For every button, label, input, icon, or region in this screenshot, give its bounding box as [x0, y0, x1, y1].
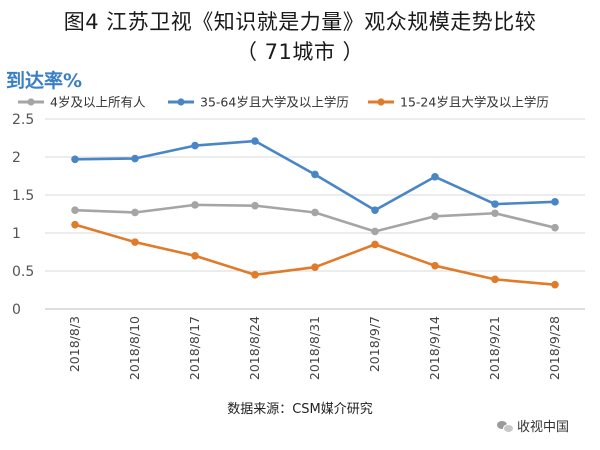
data-point [71, 155, 79, 164]
data-point [431, 172, 439, 181]
legend-marker-0 [27, 98, 35, 106]
data-point [311, 263, 319, 272]
data-point [191, 201, 199, 209]
x-tick-label: 2018/8/17 [187, 316, 202, 380]
data-point [191, 141, 199, 150]
data-point [131, 208, 139, 217]
legend-marker-1 [177, 98, 185, 106]
y-tick-label: 1 [12, 226, 21, 242]
x-tick-label: 2018/8/3 [67, 316, 82, 372]
chart-title-line1: 图4 江苏卫视《知识就是力量》观众规模走势比较 [63, 10, 537, 34]
y-tick-label: 0 [12, 302, 21, 318]
data-point [131, 238, 139, 246]
x-tick-label: 2018/8/10 [127, 316, 142, 380]
data-point [371, 240, 379, 249]
data-point [491, 275, 499, 284]
data-point [551, 223, 559, 232]
y-tick-label: 2 [12, 150, 21, 166]
data-point [311, 170, 319, 179]
data-source-note: 数据来源：CSM媒介研究 [227, 402, 373, 417]
legend-label-1: 35-64岁且大学及以上学历 [200, 95, 349, 110]
y-unit-label: 到达率% [6, 70, 83, 92]
wechat-icon [497, 420, 514, 433]
data-point [251, 271, 259, 279]
data-point [551, 198, 559, 206]
legend-label-0: 4岁及以上所有人 [50, 95, 146, 110]
data-point [371, 227, 379, 236]
data-point [431, 212, 439, 221]
data-point [551, 280, 559, 289]
y-tick-label: 0.5 [12, 264, 34, 280]
x-tick-label: 2018/8/31 [307, 316, 322, 380]
data-point [131, 154, 139, 163]
watermark: 收视中国 [497, 416, 569, 435]
x-tick-label: 2018/9/14 [427, 316, 442, 380]
y-tick-label: 1.5 [12, 188, 34, 204]
data-point [491, 209, 499, 218]
data-point [71, 206, 79, 214]
x-tick-label: 2018/9/7 [367, 316, 382, 372]
x-tick-label: 2018/8/24 [247, 316, 262, 380]
data-point [191, 252, 199, 260]
data-point [311, 208, 319, 217]
legend-marker-2 [377, 98, 385, 106]
chart-title-line2: （ 71城市 ） [235, 40, 365, 64]
data-point [251, 137, 259, 145]
data-point [251, 201, 259, 210]
data-point [371, 206, 379, 214]
x-tick-label: 2018/9/28 [547, 316, 562, 380]
data-point [491, 200, 499, 208]
legend-label-2: 15-24岁且大学及以上学历 [400, 95, 549, 110]
data-point [71, 220, 79, 229]
x-tick-label: 2018/9/21 [487, 316, 502, 380]
data-point [431, 261, 439, 270]
series-line-2 [74, 223, 556, 286]
y-tick-label: 2.5 [12, 112, 34, 128]
watermark-text: 收视中国 [517, 420, 570, 435]
